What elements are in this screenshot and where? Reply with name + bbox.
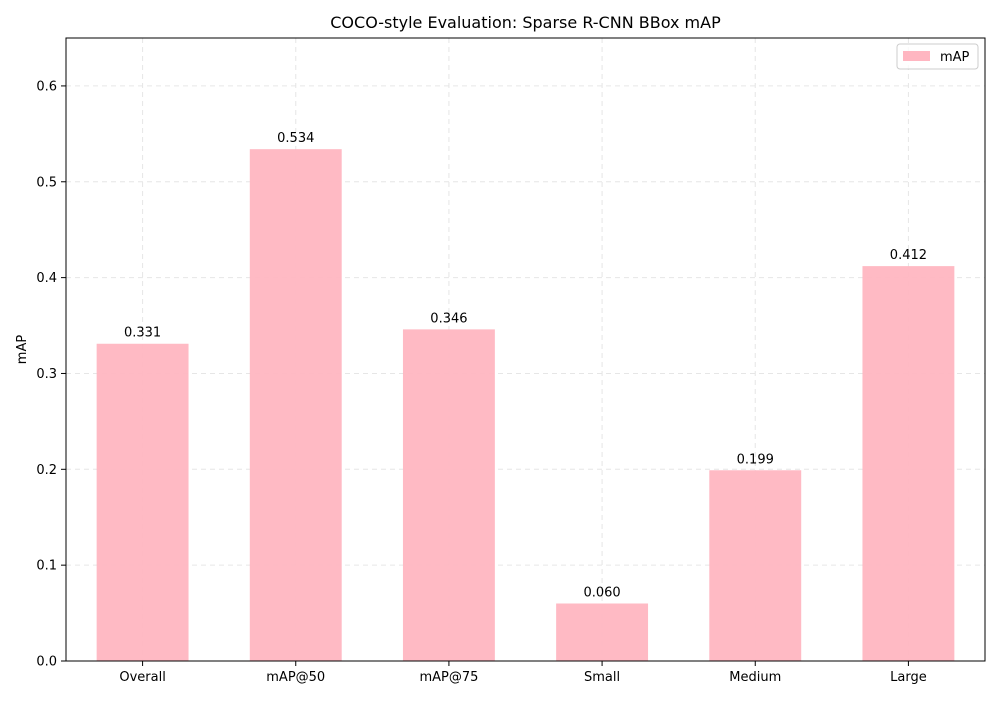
plot-frame xyxy=(65,37,986,662)
x-tick-label: mAP@50 xyxy=(266,670,325,685)
y-tick-label: 0.1 xyxy=(36,559,57,574)
bar-value-label: 0.199 xyxy=(737,452,774,467)
y-tick-label: 0.3 xyxy=(36,367,57,382)
legend: mAP xyxy=(896,43,979,70)
y-tick-label: 0.2 xyxy=(36,463,57,478)
y-tick-label: 0.0 xyxy=(36,655,57,670)
y-tick-label: 0.6 xyxy=(36,79,57,94)
bar xyxy=(709,470,802,661)
bar-value-label: 0.331 xyxy=(124,326,161,341)
grid-lines xyxy=(66,38,985,662)
y-axis-ticks: 0.0 0.1 0.2 0.3 0.4 0.5 0.6 xyxy=(36,79,66,670)
bar xyxy=(402,329,495,661)
x-tick-label: Small xyxy=(584,670,620,685)
x-tick-label: Large xyxy=(890,670,927,685)
bar-value-label: 0.412 xyxy=(890,248,927,263)
y-tick-label: 0.5 xyxy=(36,175,57,190)
bars xyxy=(96,149,955,662)
bar-value-label: 0.534 xyxy=(277,131,314,146)
legend-label: mAP xyxy=(940,50,970,65)
bar xyxy=(556,603,649,661)
legend-swatch xyxy=(903,51,930,61)
x-axis-ticks: Overall mAP@50 mAP@75 Small Medium Large xyxy=(119,661,927,685)
bar xyxy=(249,149,342,662)
x-tick-label: Overall xyxy=(119,670,165,685)
bar-value-labels: 0.331 0.534 0.346 0.060 0.199 0.412 xyxy=(124,131,927,600)
bar-value-label: 0.060 xyxy=(583,585,620,600)
chart-title: COCO-style Evaluation: Sparse R-CNN BBox… xyxy=(330,13,721,32)
bar-value-label: 0.346 xyxy=(430,311,467,326)
legend-frame xyxy=(896,43,979,70)
bar xyxy=(862,266,955,661)
x-tick-label: Medium xyxy=(729,670,781,685)
y-axis-label: mAP xyxy=(15,335,30,365)
bar xyxy=(96,343,189,661)
x-tick-label: mAP@75 xyxy=(419,670,478,685)
y-tick-label: 0.4 xyxy=(36,271,57,286)
